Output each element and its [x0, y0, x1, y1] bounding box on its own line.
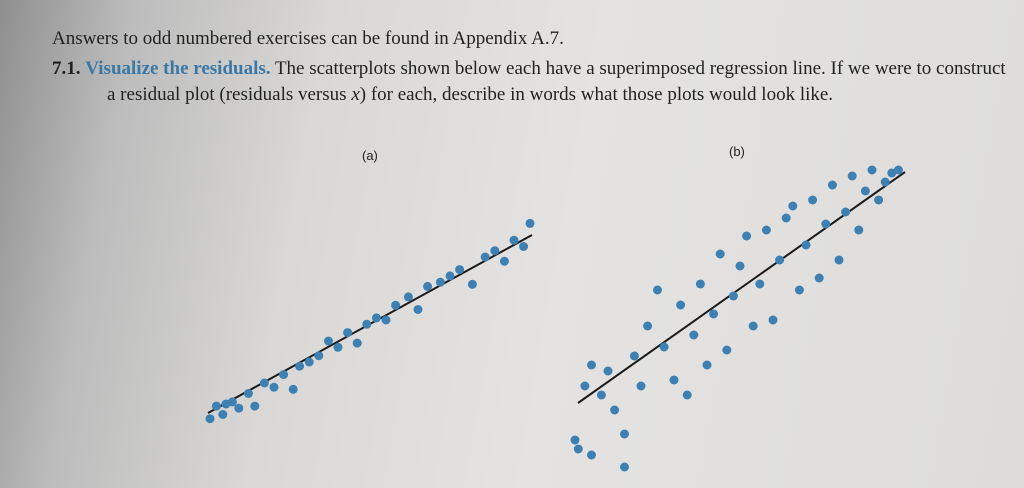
- point: [269, 382, 279, 392]
- exercise-text: The scatterplots shown below each have a…: [107, 58, 1006, 105]
- point: [659, 342, 669, 352]
- point: [702, 360, 712, 370]
- variable: x: [351, 84, 360, 105]
- point: [808, 195, 818, 205]
- point: [352, 338, 362, 348]
- point: [893, 165, 903, 175]
- point: [748, 321, 758, 331]
- point: [587, 450, 596, 460]
- point: [742, 231, 752, 241]
- point: [279, 370, 289, 380]
- point: [333, 342, 343, 352]
- point: [794, 285, 804, 295]
- point: [874, 195, 884, 205]
- point: [211, 401, 221, 411]
- plot-label: (b): [729, 144, 745, 159]
- point: [205, 414, 215, 424]
- point: [403, 292, 413, 302]
- point: [480, 252, 490, 262]
- point: [715, 249, 725, 259]
- point: [445, 271, 455, 281]
- point: [841, 207, 851, 217]
- point: [722, 345, 732, 355]
- point: [755, 279, 765, 289]
- point: [573, 444, 583, 454]
- point: [525, 218, 535, 228]
- point: [880, 177, 890, 187]
- point: [689, 330, 699, 340]
- point: [314, 351, 324, 361]
- point: [847, 171, 857, 181]
- point: [580, 381, 590, 391]
- exercise-number: 7.1.: [52, 58, 81, 79]
- point: [596, 390, 606, 400]
- point: [620, 429, 629, 439]
- point: [620, 462, 629, 472]
- plot-label: (a): [362, 148, 378, 163]
- point: [391, 300, 401, 310]
- point: [827, 180, 837, 190]
- point: [467, 279, 477, 289]
- point: [643, 321, 653, 331]
- point: [775, 255, 785, 265]
- regression-line: [577, 171, 906, 404]
- point: [801, 240, 811, 250]
- point: [362, 319, 372, 329]
- point: [218, 410, 228, 419]
- exercise-text: ) for each, describe in words what those…: [359, 84, 834, 105]
- point: [587, 360, 596, 370]
- point: [288, 384, 298, 394]
- point: [455, 265, 465, 275]
- point: [788, 201, 798, 211]
- point: [423, 281, 433, 291]
- exercise-title: Visualize the residuals.: [85, 58, 271, 79]
- point: [295, 361, 305, 371]
- point: [259, 378, 269, 388]
- point: [227, 397, 237, 407]
- point: [768, 315, 778, 325]
- point: [519, 242, 529, 251]
- point: [695, 279, 705, 289]
- point: [682, 390, 692, 400]
- point: [570, 435, 580, 445]
- point: [728, 291, 738, 301]
- point: [509, 235, 519, 245]
- point: [490, 246, 500, 256]
- point: [735, 261, 745, 271]
- exercise: 7.1. Visualize the residuals. The scatte…: [52, 56, 1012, 108]
- point: [381, 315, 391, 325]
- point: [814, 273, 824, 283]
- point: [653, 285, 662, 295]
- point: [636, 381, 646, 391]
- point: [821, 219, 831, 229]
- point: [343, 328, 353, 338]
- point: [860, 186, 870, 196]
- point: [371, 313, 381, 323]
- note: Answers to odd numbered exercises can be…: [52, 28, 564, 49]
- point: [435, 277, 445, 287]
- point: [413, 305, 423, 314]
- point: [603, 366, 613, 376]
- point: [669, 375, 679, 385]
- point: [629, 351, 639, 361]
- point: [499, 256, 509, 266]
- point: [234, 403, 244, 413]
- point: [709, 309, 719, 319]
- point: [250, 401, 260, 411]
- point: [854, 225, 864, 235]
- point: [761, 225, 771, 235]
- point: [781, 213, 791, 223]
- point: [676, 300, 686, 310]
- point: [304, 357, 314, 367]
- point: [610, 405, 620, 415]
- point: [243, 389, 253, 398]
- point: [323, 336, 333, 346]
- point: [867, 165, 877, 175]
- point: [834, 255, 844, 265]
